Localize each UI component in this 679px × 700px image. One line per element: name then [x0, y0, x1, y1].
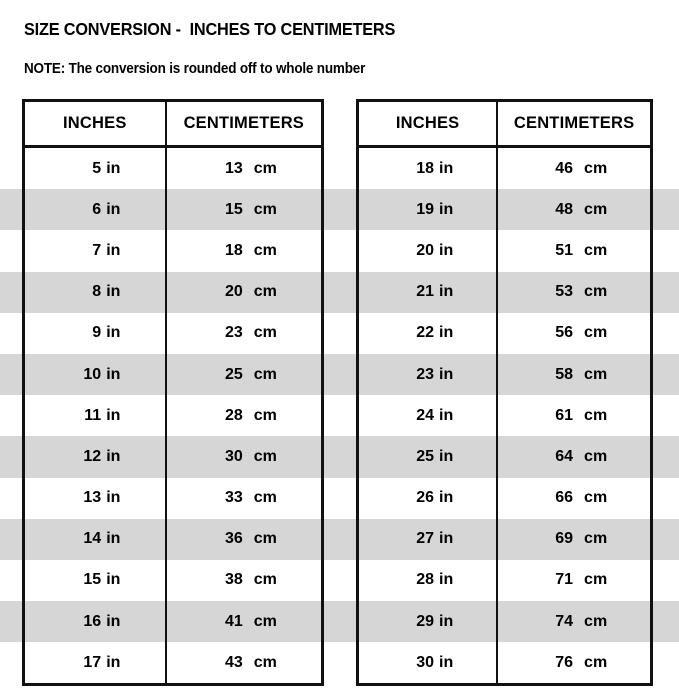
- right-table-body: 18 in 46 cm 19 in 48 cm 20 in 51 cm 21 in 53 cm 22 in 56 cm…: [359, 146, 650, 684]
- cell-centimeters: 51 cm: [496, 230, 650, 272]
- table-row: 16 in 41 cm: [25, 601, 321, 643]
- cell-centimeters: 48 cm: [496, 189, 650, 231]
- cell-centimeters: 41 cm: [164, 601, 321, 643]
- cell-centimeters: 74 cm: [496, 601, 650, 643]
- cell-inches: 9 in: [92, 324, 121, 342]
- table-row: 22 in 56 cm: [359, 312, 650, 354]
- table-row: 13 in 33 cm: [25, 477, 321, 519]
- left-table-body: 5 in 13 cm 6 in 15 cm 7 in 18 cm 8 in 20 cm 9 in 23 cm 10 in 2…: [25, 146, 321, 684]
- table-row: 25 in 64 cm: [359, 436, 650, 478]
- cell-centimeters: 23 cm: [164, 312, 321, 354]
- cell-centimeters: 33 cm: [164, 477, 321, 519]
- cell-inches: 30 in: [416, 653, 454, 671]
- table-row: 26 in 66 cm: [359, 477, 650, 519]
- column-header-inches: INCHES: [25, 102, 166, 148]
- cell-inches: 29 in: [416, 612, 454, 630]
- column-header-inches: INCHES: [359, 102, 498, 148]
- table-row: 24 in 61 cm: [359, 395, 650, 437]
- table-row: 14 in 36 cm: [25, 518, 321, 560]
- cell-inches: 15 in: [83, 571, 121, 589]
- table-row: 18 in 46 cm: [359, 146, 650, 190]
- cell-centimeters: 53 cm: [496, 271, 650, 313]
- cell-centimeters: 25 cm: [164, 353, 321, 396]
- cell-centimeters: 66 cm: [496, 477, 650, 519]
- cell-inches: 14 in: [83, 530, 121, 548]
- cell-inches: 7 in: [92, 241, 121, 259]
- cell-centimeters: 15 cm: [164, 189, 321, 231]
- right-table: INCHES CENTIMETERS 18 in 46 cm 19 in 48 cm 20 in 5…: [356, 99, 653, 687]
- table-row: 7 in 18 cm: [25, 230, 321, 272]
- cell-inches: 11 in: [84, 406, 121, 424]
- cell-inches: 25 in: [416, 447, 454, 465]
- table-row: 21 in 53 cm: [359, 271, 650, 313]
- cell-inches: 19 in: [416, 200, 454, 218]
- table-row: 5 in 13 cm: [25, 146, 321, 190]
- cell-inches: 13 in: [83, 489, 121, 507]
- cell-inches: 10 in: [83, 365, 121, 383]
- cell-centimeters: 18 cm: [164, 230, 321, 272]
- cell-inches: 28 in: [416, 571, 454, 589]
- table-row: 10 in 25 cm: [25, 353, 321, 396]
- column-header-centimeters: CENTIMETERS: [496, 102, 650, 148]
- left-table: INCHES CENTIMETERS 5 in 13 cm 6 in 15 cm 7 in 18 cm…: [22, 99, 324, 687]
- cell-inches: 27 in: [416, 530, 454, 548]
- table-row: 19 in 48 cm: [359, 189, 650, 231]
- page-title: SIZE CONVERSION - INCHES TO CENTIMETERS: [24, 19, 396, 39]
- table-row: 29 in 74 cm: [359, 601, 650, 643]
- table-row: 28 in 71 cm: [359, 559, 650, 602]
- cell-centimeters: 46 cm: [496, 146, 650, 190]
- table-row: 15 in 38 cm: [25, 559, 321, 602]
- cell-centimeters: 69 cm: [496, 518, 650, 560]
- table-header-row: INCHES CENTIMETERS: [25, 102, 321, 148]
- table-row: 8 in 20 cm: [25, 271, 321, 313]
- cell-inches: 23 in: [416, 365, 454, 383]
- table-row: 9 in 23 cm: [25, 312, 321, 354]
- cell-centimeters: 56 cm: [496, 312, 650, 354]
- cell-centimeters: 13 cm: [164, 146, 321, 190]
- cell-centimeters: 20 cm: [164, 271, 321, 313]
- cell-inches: 6 in: [92, 200, 121, 218]
- cell-centimeters: 71 cm: [496, 559, 650, 602]
- table-row: 20 in 51 cm: [359, 230, 650, 272]
- table-row: 17 in 43 cm: [25, 642, 321, 684]
- table-row: 6 in 15 cm: [25, 189, 321, 231]
- table-row: 30 in 76 cm: [359, 642, 650, 684]
- cell-inches: 21 in: [416, 283, 454, 301]
- table-row: 11 in 28 cm: [25, 395, 321, 437]
- cell-centimeters: 30 cm: [164, 436, 321, 478]
- table-row: 23 in 58 cm: [359, 353, 650, 396]
- cell-inches: 5 in: [92, 159, 121, 177]
- cell-centimeters: 36 cm: [164, 518, 321, 560]
- cell-inches: 12 in: [83, 447, 121, 465]
- cell-centimeters: 76 cm: [496, 642, 650, 684]
- cell-inches: 16 in: [83, 612, 121, 630]
- cell-inches: 18 in: [416, 159, 454, 177]
- cell-inches: 26 in: [416, 489, 454, 507]
- cell-centimeters: 64 cm: [496, 436, 650, 478]
- cell-inches: 17 in: [83, 653, 121, 671]
- cell-inches: 8 in: [92, 283, 121, 301]
- cell-centimeters: 43 cm: [164, 642, 321, 684]
- table-row: 27 in 69 cm: [359, 518, 650, 560]
- cell-inches: 22 in: [416, 324, 454, 342]
- table-header-row: INCHES CENTIMETERS: [359, 102, 650, 148]
- table-row: 12 in 30 cm: [25, 436, 321, 478]
- cell-centimeters: 28 cm: [164, 395, 321, 437]
- cell-centimeters: 38 cm: [164, 559, 321, 602]
- cell-inches: 20 in: [416, 241, 454, 259]
- cell-centimeters: 61 cm: [496, 395, 650, 437]
- cell-centimeters: 58 cm: [496, 353, 650, 396]
- conversion-note: NOTE: The conversion is rounded off to w…: [24, 61, 366, 77]
- column-header-centimeters: CENTIMETERS: [164, 102, 321, 148]
- cell-inches: 24 in: [416, 406, 454, 424]
